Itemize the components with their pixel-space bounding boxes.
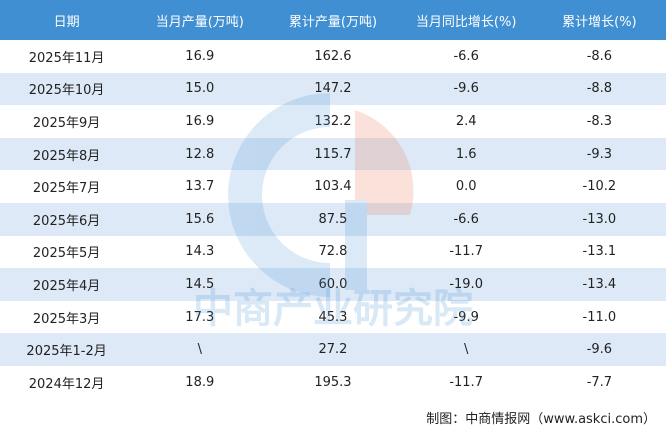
table-cell: 12.8 (133, 137, 267, 171)
table-cell: -8.3 (586, 113, 613, 129)
table-cell: -13.4 (532, 268, 666, 301)
header-cell: 累计增长(%) (532, 0, 666, 40)
table-cell: 27.2 (266, 333, 400, 366)
table-row: 2025年7月 13.7 103.4 0.0 -10.2 (0, 170, 666, 203)
table-cell: 1.6 (399, 137, 533, 171)
header-cell: 当月同比增长(%) (399, 0, 533, 40)
table-row: 2025年9月 16.9 132.2 2.4 -8.3 (0, 105, 666, 138)
table-cell: -11.7 (449, 374, 483, 390)
table-cell: 16.9 (185, 48, 215, 64)
table-cell: 2025年8月 (0, 137, 134, 171)
table-row: 2024年12月 18.9 195.3 -11.7 -7.7 (0, 366, 666, 399)
header-cell: 当月产量(万吨) (133, 0, 267, 40)
table-cell: 2025年11月 (28, 50, 105, 66)
table-cell: -8.8 (532, 72, 666, 106)
table-cell: 2025年9月 (32, 115, 101, 131)
table-cell: 195.3 (314, 374, 352, 390)
table-cell: 14.3 (185, 244, 215, 260)
source-note: 制图：中商情报网（www.askci.com） (426, 412, 656, 427)
table-cell: -9.6 (532, 333, 666, 366)
table-cell: 16.9 (185, 113, 215, 129)
table-cell: 15.6 (133, 202, 267, 236)
table-cell: 2025年5月 (32, 246, 101, 262)
table-row: 2025年11月 16.9 162.6 -6.6 -8.6 (0, 40, 666, 73)
table-cell: 2024年12月 (28, 376, 105, 392)
table-cell: 15.0 (133, 72, 267, 106)
table-cell: -7.7 (586, 374, 613, 390)
table-cell: -9.6 (399, 72, 533, 106)
table-cell: \ (399, 333, 533, 366)
table-cell: -19.0 (399, 268, 533, 301)
table-cell: 13.7 (185, 179, 215, 195)
header-cell: 累计产量(万吨) (266, 0, 400, 40)
table-cell: -11.0 (582, 309, 617, 325)
table-cell: 103.4 (314, 179, 352, 195)
table-cell: 2025年3月 (32, 311, 101, 327)
table-row: 2025年1-2月 \ 27.2 \ -9.6 (0, 333, 666, 366)
table-row: 2025年4月 14.5 60.0 -19.0 -13.4 (0, 268, 666, 301)
table-cell: 2.4 (455, 113, 477, 129)
table-cell: -9.9 (453, 309, 479, 325)
table-row: 2025年5月 14.3 72.8 -11.7 -13.1 (0, 236, 666, 269)
table-cell: -13.0 (532, 202, 666, 236)
table-cell: 132.2 (314, 113, 352, 129)
table-row: 2025年3月 17.3 45.3 -9.9 -11.0 (0, 301, 666, 334)
table-cell: 87.5 (266, 202, 400, 236)
table-cell: 72.8 (318, 244, 348, 260)
table-cell: 2025年6月 (0, 202, 134, 236)
header-row: 日期 当月产量(万吨) 累计产量(万吨) 当月同比增长(%) 累计增长(%) (0, 0, 666, 40)
table-cell: -6.6 (453, 48, 479, 64)
table-cell: -8.6 (586, 48, 613, 64)
data-table: 日期 当月产量(万吨) 累计产量(万吨) 当月同比增长(%) 累计增长(%) 2025年… (0, 0, 666, 399)
table-cell: -6.6 (399, 202, 533, 236)
table-cell: 2025年7月 (32, 181, 101, 197)
table-cell: 2025年10月 (0, 72, 134, 106)
table-cell: 147.2 (266, 72, 400, 106)
table-row: 2025年10月 15.0 147.2 -9.6 -8.8 (0, 72, 666, 106)
table-cell: 14.5 (133, 268, 267, 301)
table-cell: 2025年4月 (0, 268, 134, 301)
table-cell: -11.7 (449, 244, 483, 260)
table-cell: 115.7 (266, 137, 400, 171)
table-cell: 2025年1-2月 (0, 333, 134, 366)
table-cell: 60.0 (266, 268, 400, 301)
table-row: 2025年8月 12.8 115.7 1.6 -9.3 (0, 137, 666, 171)
table-cell: -10.2 (582, 179, 617, 195)
table-cell: 0.0 (455, 179, 477, 195)
table-row: 2025年6月 15.6 87.5 -6.6 -13.0 (0, 202, 666, 236)
table-cell: 45.3 (318, 309, 348, 325)
table-cell: 162.6 (314, 48, 352, 64)
table-body: 2025年11月 16.9 162.6 -6.6 -8.6 2025年10月 15.0 147… (0, 40, 666, 399)
table-cell: -9.3 (532, 137, 666, 171)
table-cell: \ (133, 333, 267, 366)
header-cell: 日期 (0, 0, 134, 40)
table-cell: -13.1 (582, 244, 617, 260)
table-cell: 18.9 (185, 374, 215, 390)
table-cell: 17.3 (185, 309, 215, 325)
